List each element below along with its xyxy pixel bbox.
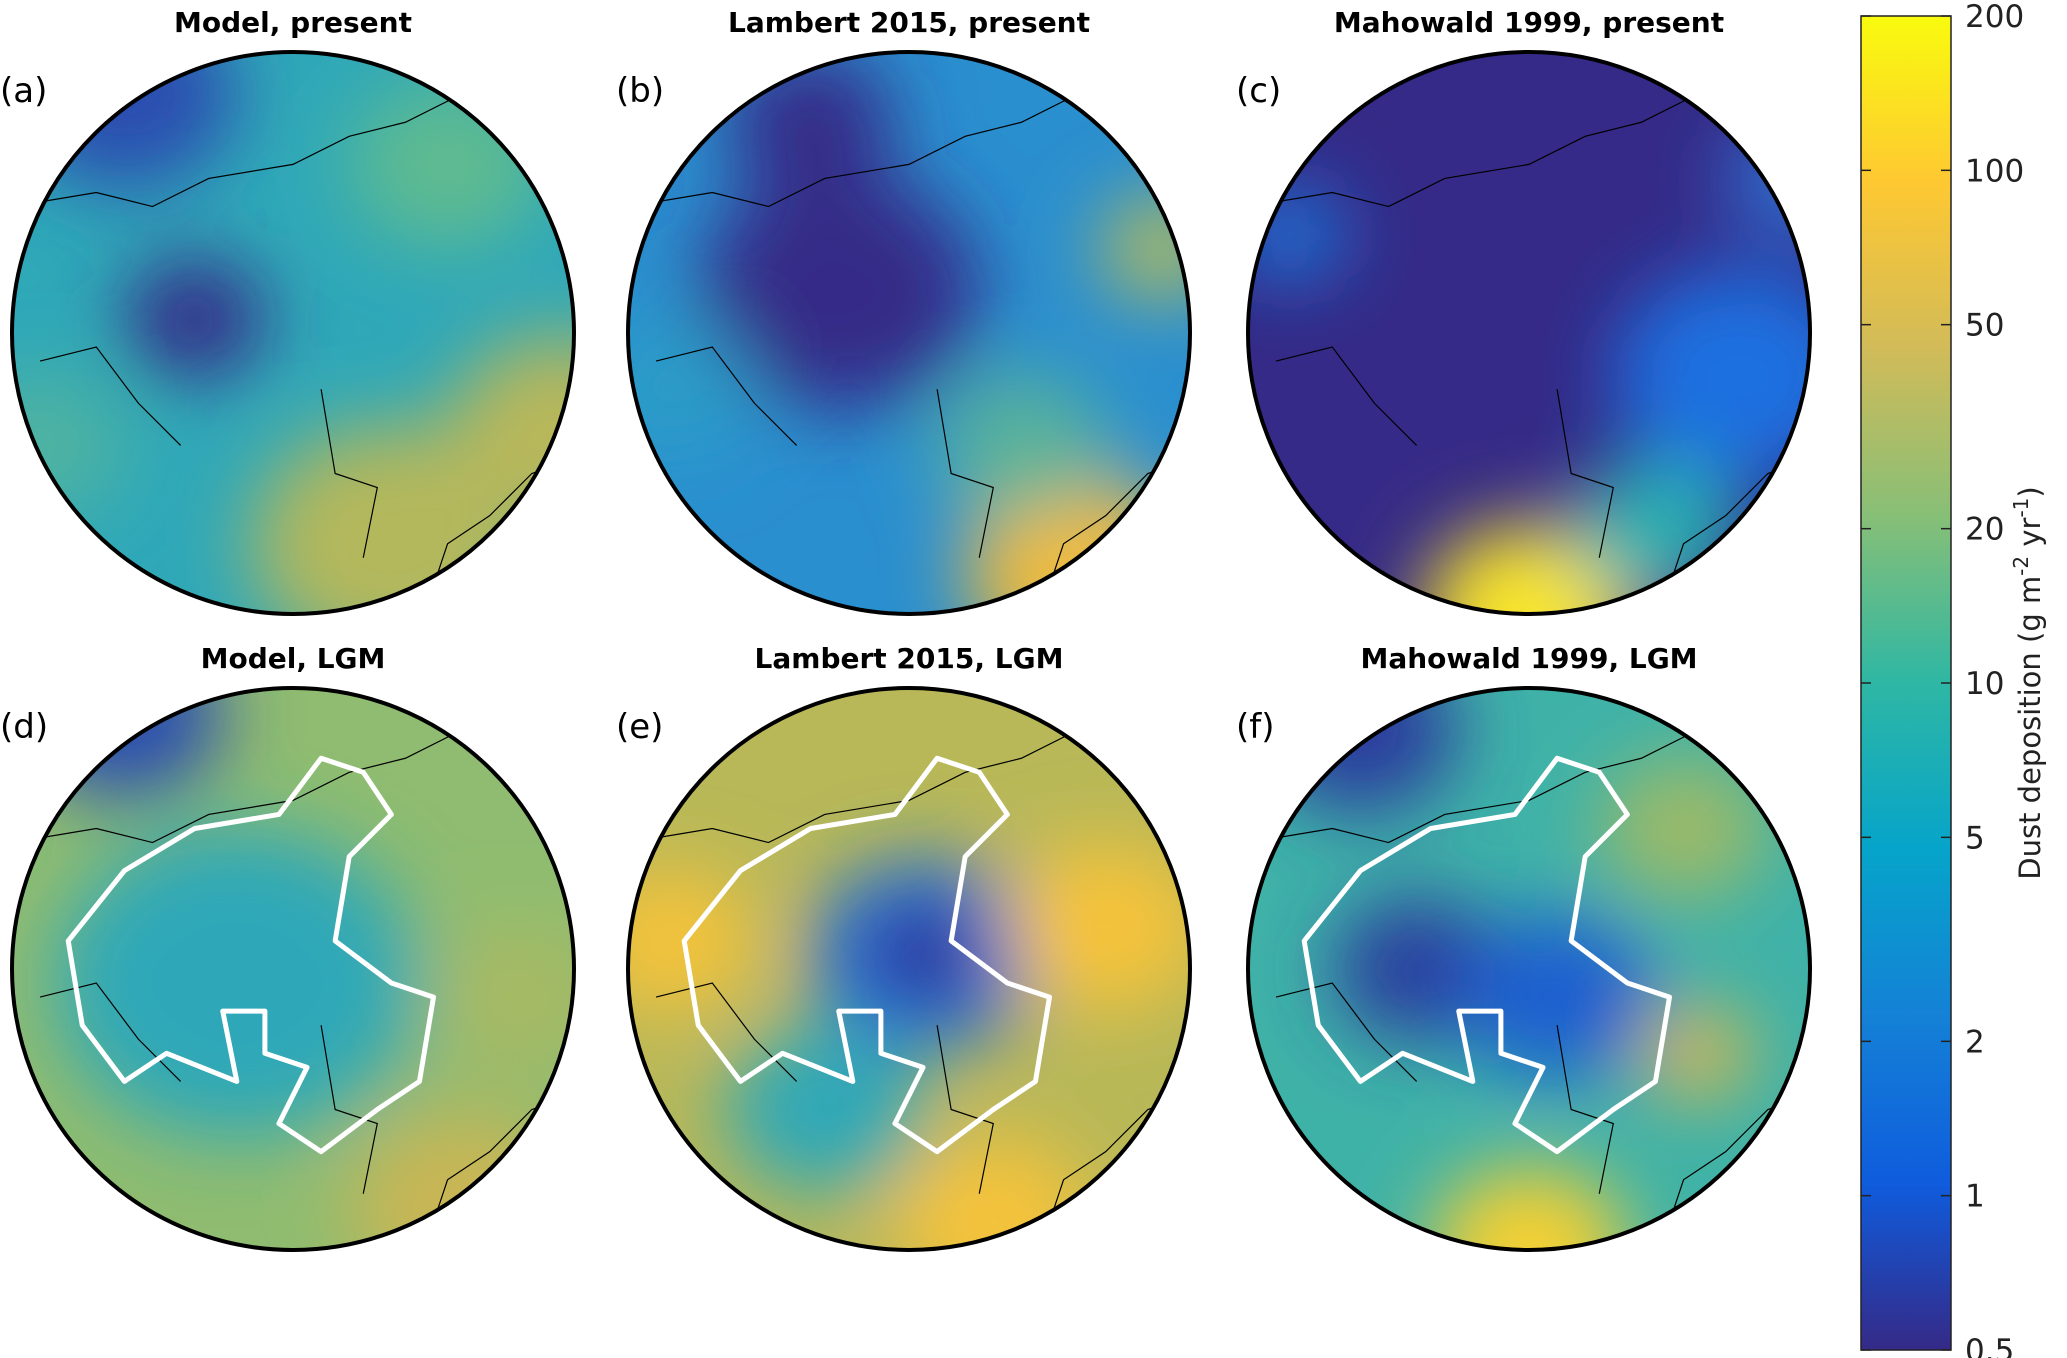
map-border xyxy=(10,686,576,1252)
map-panel xyxy=(12,688,574,1250)
panel-label: (a) xyxy=(0,71,47,111)
panel-title: Model, LGM xyxy=(201,642,386,675)
field-blob xyxy=(26,688,223,800)
field-blob xyxy=(698,171,980,411)
coastline xyxy=(1248,729,1810,1223)
field-blob xyxy=(1332,897,1501,1041)
label-text: ) xyxy=(2013,486,2047,497)
map-field xyxy=(26,688,574,1250)
field-blob xyxy=(726,1025,924,1194)
field-blob xyxy=(349,1112,574,1250)
field-blob xyxy=(894,1138,1092,1250)
label-text: yr xyxy=(2013,517,2047,555)
ice-sheet-outline xyxy=(681,755,1053,1155)
field-blob xyxy=(54,827,420,1139)
field-blob xyxy=(1613,267,1810,483)
map-border xyxy=(626,686,1192,1252)
colorbar-label: Dust deposition (g m-2 yr-1) xyxy=(2009,486,2047,879)
ice-sheet-outline xyxy=(1301,755,1673,1155)
label-exponent: -1 xyxy=(2009,498,2033,518)
field-blob xyxy=(1007,843,1190,1011)
colorbar-tick-label: 100 xyxy=(1965,153,2024,189)
field-blob xyxy=(1599,756,1768,901)
colorbar-tick-label: 50 xyxy=(1965,308,2004,344)
field-blob xyxy=(433,925,574,1069)
map-border xyxy=(10,50,576,616)
panel-label: (c) xyxy=(1236,71,1281,111)
maps: Model, present (a) Lambert 2015, present (b… xyxy=(0,6,1812,1252)
colorbar-tick-label: 0.5 xyxy=(1965,1333,2014,1358)
field-blob xyxy=(1725,118,1810,239)
field-blob xyxy=(1422,523,1636,614)
field-blob xyxy=(12,373,125,518)
field-blob xyxy=(1458,913,1656,1081)
panel-title: Model, present xyxy=(174,6,412,39)
coastline xyxy=(1248,93,1810,587)
colorbar-tick-label: 5 xyxy=(1965,820,1985,856)
panel-title: Lambert 2015, present xyxy=(728,6,1090,39)
panel-label: (b) xyxy=(616,71,664,111)
colorbar: 0.5 1 2 5 10 20 50 100 200 Dust deposition (g m-2… xyxy=(1860,0,2047,1358)
field-blob xyxy=(628,317,755,461)
coastline xyxy=(628,93,1190,587)
colorbar-fill xyxy=(1860,15,1952,1351)
colorbar-tick-label: 20 xyxy=(1965,512,2004,548)
ice-sheet-outline xyxy=(65,755,437,1155)
field-blob xyxy=(1641,1005,1754,1102)
field-blob xyxy=(1100,196,1190,302)
panel-title: Lambert 2015, LGM xyxy=(755,642,1064,675)
map-panel xyxy=(1248,52,1810,614)
panel-title: Mahowald 1999, LGM xyxy=(1360,642,1697,675)
map-border xyxy=(1246,686,1812,1252)
colorbar-tick-label: 10 xyxy=(1965,666,2004,702)
map-panel xyxy=(1248,688,1810,1250)
map-panel xyxy=(628,52,1190,614)
field-blob xyxy=(937,373,1106,518)
label-exponent: -2 xyxy=(2009,556,2033,576)
coastline xyxy=(12,93,574,587)
panel-label: (d) xyxy=(0,707,48,747)
field-blob xyxy=(628,869,755,1013)
label-text: Dust deposition (g m xyxy=(2013,576,2047,880)
field-blob xyxy=(726,52,895,194)
colorbar-tick-label: 1 xyxy=(1965,1179,1985,1215)
panel-label: (e) xyxy=(616,707,663,747)
panel-title: Mahowald 1999, present xyxy=(1334,6,1724,39)
panel-label: (f) xyxy=(1236,707,1275,747)
map-border xyxy=(626,50,1192,616)
coastline xyxy=(628,729,1190,1223)
field-blob xyxy=(124,259,265,379)
colorbar-tick-label: 200 xyxy=(1965,0,2024,35)
field-blob xyxy=(1571,458,1740,602)
map-panel xyxy=(12,52,574,614)
map-panel xyxy=(628,688,1190,1250)
map-field xyxy=(628,843,1190,1250)
field-blob xyxy=(866,907,980,1003)
map-border xyxy=(1246,50,1812,616)
coastline xyxy=(12,729,574,1223)
colorbar-tick-label: 2 xyxy=(1965,1024,1985,1060)
field-blob xyxy=(1248,186,1347,283)
